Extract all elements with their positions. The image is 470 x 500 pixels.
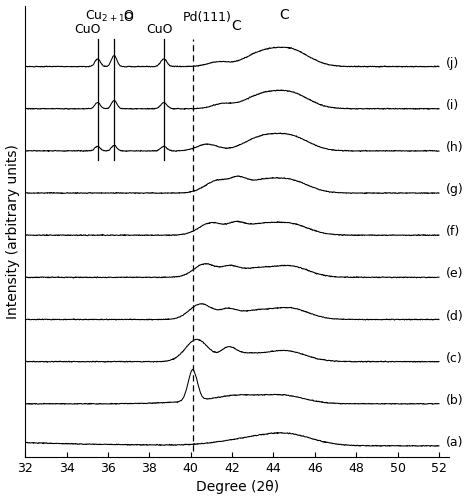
Text: (h): (h) <box>446 141 464 154</box>
Text: (e): (e) <box>446 268 464 280</box>
Text: (f): (f) <box>446 226 461 238</box>
Text: C: C <box>279 8 289 22</box>
Text: O: O <box>124 12 133 24</box>
Text: (a): (a) <box>446 436 464 449</box>
Text: C: C <box>231 20 241 34</box>
Text: Cu$_{2+1}$O: Cu$_{2+1}$O <box>85 10 135 24</box>
Text: (c): (c) <box>446 352 463 365</box>
Text: (b): (b) <box>446 394 464 407</box>
Text: Pd(111): Pd(111) <box>183 12 232 24</box>
X-axis label: Degree (2θ): Degree (2θ) <box>196 480 279 494</box>
Text: (d): (d) <box>446 310 464 322</box>
Text: CuO: CuO <box>146 22 173 36</box>
Text: (i): (i) <box>446 99 460 112</box>
Text: CuO: CuO <box>74 22 101 36</box>
Y-axis label: Intensity (arbitrary units): Intensity (arbitrary units) <box>6 144 20 318</box>
Text: (g): (g) <box>446 183 464 196</box>
Text: (j): (j) <box>446 56 460 70</box>
